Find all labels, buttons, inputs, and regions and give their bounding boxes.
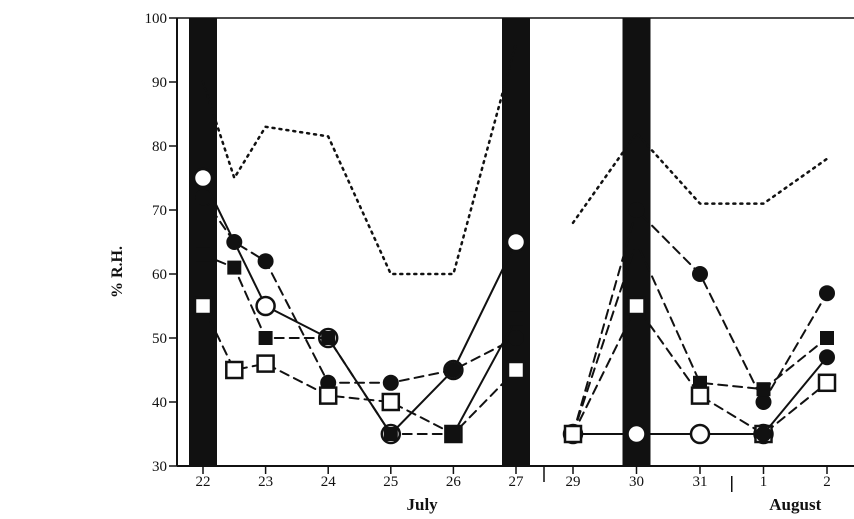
series-6 — [755, 349, 835, 442]
x-tick-label-27: 27 — [509, 474, 525, 490]
series-3-point-0-3 — [321, 331, 336, 345]
series-2-point-1-1 — [628, 202, 645, 218]
x-axis-ticks: 22 23 24 25 26 27 29 30 31 1 2 — [196, 466, 831, 490]
series-4-point-0-0 — [193, 296, 213, 316]
series-3-point-0-2 — [258, 331, 273, 345]
series-1-point-1-2 — [689, 423, 711, 445]
series-6-line-0 — [762, 356, 828, 435]
y-tick-label-90: 90 — [152, 75, 167, 91]
series-2-line-0 — [202, 196, 517, 384]
series-4-point-0-6 — [506, 360, 526, 380]
series-2 — [195, 189, 835, 442]
series-0-line-0 — [201, 42, 518, 276]
month-label-july: July — [407, 495, 439, 514]
series-1-point-0-0 — [192, 167, 214, 189]
series-4-point-0-4 — [381, 392, 401, 412]
series-4-point-1-0 — [563, 424, 583, 444]
series-4-point-0-2 — [256, 354, 275, 373]
series-3-point-1-1 — [629, 235, 644, 249]
series-4-point-1-1 — [627, 296, 646, 316]
series-4-point-0-3 — [318, 386, 338, 405]
month-label-august: August — [769, 495, 821, 514]
series-2-point-1-4 — [819, 285, 835, 302]
series-4-point-1-2 — [690, 386, 710, 405]
y-axis-ticks: 30 40 50 60 70 80 90 100 — [145, 11, 177, 475]
series-4-point-1-4 — [817, 373, 837, 393]
x-tick-label-2: 2 — [823, 474, 831, 490]
series-4-line-1 — [572, 305, 828, 435]
y-tick-label-100: 100 — [145, 11, 168, 27]
y-tick-label-30: 30 — [152, 459, 167, 475]
y-axis-label: % R.H. — [109, 246, 126, 298]
series-2-point-0-6 — [508, 330, 524, 346]
series-1-point-1-1 — [626, 423, 647, 445]
series-5-point-0-0 — [509, 311, 523, 326]
series-5-point-0-1 — [446, 427, 461, 441]
series-3-point-0-1 — [227, 260, 242, 275]
series-2-point-1-3 — [755, 394, 772, 410]
series-2-point-1-2 — [692, 266, 708, 282]
y-tick-label-40: 40 — [152, 395, 167, 411]
series-6-point-0-0 — [755, 426, 772, 442]
series-1 — [192, 167, 774, 445]
series-3-point-0-0 — [196, 247, 210, 262]
x-tick-label-23: 23 — [258, 474, 273, 490]
x-tick-label-25: 25 — [383, 474, 398, 490]
x-tick-label-22: 22 — [196, 474, 211, 490]
series-3-point-1-2 — [693, 375, 707, 390]
series-2-point-0-1 — [226, 234, 243, 250]
x-tick-label-29: 29 — [566, 474, 581, 490]
series-3-point-1-4 — [820, 331, 834, 345]
y-tick-label-60: 60 — [152, 267, 167, 283]
series-2-point-0-4 — [382, 374, 399, 391]
y-tick-label-70: 70 — [152, 203, 167, 219]
series-2-point-0-0 — [195, 189, 211, 206]
y-tick-label-80: 80 — [152, 139, 167, 155]
x-tick-label-30: 30 — [629, 474, 644, 490]
series-3-line-0 — [202, 253, 455, 435]
y-tick-label-50: 50 — [152, 331, 167, 347]
x-tick-label-1: 1 — [760, 474, 768, 490]
x-tick-label-31: 31 — [693, 474, 708, 490]
series-3-point-0-4 — [383, 427, 398, 441]
shaded-band-0 — [189, 18, 217, 466]
series-1-point-0-5 — [505, 231, 527, 253]
x-tick-label-24: 24 — [321, 474, 337, 490]
x-tick-label-26: 26 — [446, 474, 462, 490]
shaded-bands — [189, 18, 651, 466]
series-2-point-0-5 — [445, 362, 462, 378]
data-series — [192, 42, 837, 445]
series-2-point-0-2 — [257, 253, 274, 270]
series-4-point-0-1 — [225, 360, 244, 380]
series-0-line-1 — [571, 131, 829, 225]
series-3-line-1 — [572, 241, 828, 435]
series-5-line-0 — [452, 317, 517, 435]
series-0 — [201, 42, 829, 276]
series-1-point-0-1 — [255, 295, 276, 317]
series-3-point-1-3 — [756, 382, 771, 397]
series-4-line-0 — [202, 305, 517, 435]
series-5 — [446, 311, 523, 441]
series-6-point-0-1 — [819, 349, 835, 366]
month-labels: July August — [407, 495, 822, 514]
